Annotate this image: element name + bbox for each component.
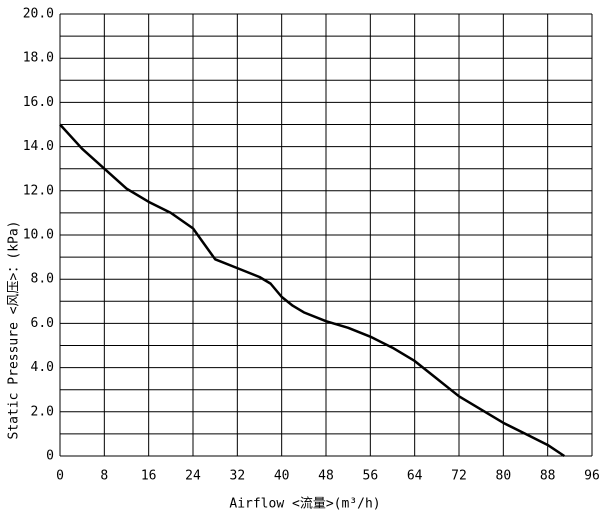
x-tick-label: 40 [274, 469, 290, 484]
curve [59, 123, 565, 458]
y-tick-label: 20.0 [23, 7, 54, 22]
x-tick-label: 72 [451, 469, 467, 484]
x-tick-label: 48 [318, 469, 334, 484]
x-tick-label: 24 [185, 469, 201, 484]
y-tick-label: 8.0 [31, 272, 54, 287]
y-tick-label: 14.0 [23, 139, 54, 154]
x-tick-label: 88 [540, 469, 556, 484]
x-tick-label: 96 [584, 469, 600, 484]
y-tick-label: 12.0 [23, 183, 54, 198]
y-axis-label: Static Pressure <风压>：(kPa) [7, 220, 22, 439]
y-tick-label: 0 [46, 449, 54, 464]
y-tick-label: 6.0 [31, 316, 54, 331]
y-tick-label: 18.0 [23, 51, 54, 66]
x-tick-label: 80 [496, 469, 512, 484]
x-tick-label: 16 [141, 469, 157, 484]
y-tick-label: 16.0 [23, 95, 54, 110]
y-tick-label: 2.0 [31, 404, 54, 419]
y-tick-label: 4.0 [31, 360, 54, 375]
x-tick-label: 56 [363, 469, 379, 484]
x-tick-label: 8 [100, 469, 108, 484]
x-tick-label: 64 [407, 469, 423, 484]
x-tick-label: 0 [56, 469, 64, 484]
y-tick-label: 10.0 [23, 228, 54, 243]
x-tick-label: 32 [230, 469, 246, 484]
x-axis-label: Airflow <流量>(m³/h) [229, 497, 380, 512]
